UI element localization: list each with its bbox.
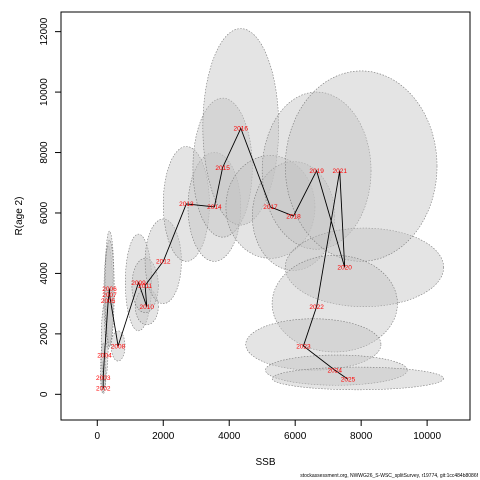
point-label-2004: 2004 xyxy=(97,352,112,359)
y-tick-label: 12000 xyxy=(39,17,50,45)
point-label-2020: 2020 xyxy=(337,265,352,272)
y-tick-label: 4000 xyxy=(39,262,50,285)
point-label-2014: 2014 xyxy=(207,204,222,211)
point-label-2012: 2012 xyxy=(156,259,171,266)
y-tick-label: 0 xyxy=(39,391,50,397)
x-tick-label: 0 xyxy=(95,431,101,442)
point-label-2018: 2018 xyxy=(286,213,301,220)
point-label-2025: 2025 xyxy=(341,377,356,384)
point-label-2008: 2008 xyxy=(111,343,126,350)
x-tick-label: 6000 xyxy=(284,431,307,442)
point-label-2019: 2019 xyxy=(309,168,324,175)
y-tick-label: 10000 xyxy=(39,78,50,106)
trajectory-line xyxy=(102,127,349,389)
point-label-2021: 2021 xyxy=(332,168,347,175)
point-label-2006: 2006 xyxy=(102,286,117,293)
point-label-2013: 2013 xyxy=(179,201,194,208)
point-label-2005: 2005 xyxy=(101,298,116,305)
x-tick-label: 2000 xyxy=(152,431,175,442)
ellipse-2024 xyxy=(265,354,408,386)
point-label-2009: 2009 xyxy=(131,280,146,287)
point-label-2003: 2003 xyxy=(96,375,111,382)
point-label-2022: 2022 xyxy=(309,304,324,311)
point-label-2015: 2015 xyxy=(215,165,230,172)
series-path xyxy=(102,127,349,389)
point-label-2017: 2017 xyxy=(263,204,278,211)
point-label-2007: 2007 xyxy=(102,292,117,299)
point-label-2011: 2011 xyxy=(138,283,152,290)
point-label-2016: 2016 xyxy=(234,126,249,133)
ellipse-2025 xyxy=(271,366,444,391)
ellipse-2022 xyxy=(271,254,398,353)
y-tick-label: 6000 xyxy=(39,201,50,224)
ellipse-2016 xyxy=(202,28,279,226)
y-axis: 0 2000 4000 6000 8000 10000 12000 xyxy=(39,17,62,397)
ellipse-2021 xyxy=(284,70,438,262)
point-label-2010: 2010 xyxy=(140,304,155,311)
y-axis-label: R(age 2) xyxy=(14,197,25,236)
x-axis-label: SSB xyxy=(255,457,275,468)
point-label-2023: 2023 xyxy=(296,343,311,350)
point-label-2002: 2002 xyxy=(96,386,111,393)
y-tick-label: 2000 xyxy=(39,322,50,345)
footer-text: stockassessment.org, NWWG26_S-WSC_splitS… xyxy=(300,473,478,479)
x-tick-label: 10000 xyxy=(413,431,441,442)
ellipse-2020 xyxy=(284,227,444,307)
ellipse-2023 xyxy=(245,318,382,371)
x-tick-label: 4000 xyxy=(218,431,241,442)
x-tick-label: 8000 xyxy=(350,431,373,442)
x-axis: 0 2000 4000 6000 8000 10000 xyxy=(95,419,441,442)
point-label-2024: 2024 xyxy=(328,367,343,374)
y-tick-label: 8000 xyxy=(39,141,50,164)
